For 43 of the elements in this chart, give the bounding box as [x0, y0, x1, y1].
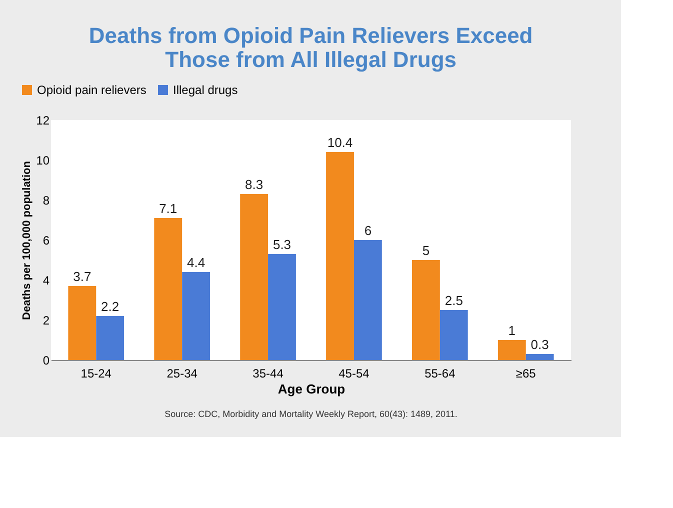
bar [440, 310, 468, 360]
y-tick-label: 8 [42, 194, 50, 208]
y-axis-title: Deaths per 100,000 population [21, 160, 34, 320]
bar [412, 260, 440, 360]
data-label: 6 [364, 223, 372, 238]
chart-title: Deaths from Opioid Pain Relievers Exceed Those from All Illegal Drugs [88, 23, 533, 72]
data-label: 5 [422, 243, 430, 258]
y-tick-label: 2 [42, 314, 50, 328]
x-axis-title: Age Group [278, 382, 346, 396]
bar [68, 286, 96, 360]
bar [154, 218, 182, 360]
bar [354, 240, 382, 360]
data-label: 1 [508, 323, 516, 338]
x-tick-label: 15-24 [80, 366, 112, 380]
source-note: Source: CDC, Morbidity and Mortality Weekly Report, 60(43): 1489, 2011. [164, 409, 458, 419]
data-label: 0.3 [530, 337, 549, 352]
data-label: 2.2 [101, 299, 120, 314]
y-tick-label: 10 [36, 154, 50, 168]
data-label: 8.3 [245, 177, 264, 192]
bar [182, 272, 210, 360]
y-tick-label: 4 [42, 274, 50, 288]
bar [240, 194, 268, 360]
x-tick-label: ≥65 [516, 366, 536, 380]
bar [526, 354, 554, 360]
x-tick-label: 45-54 [338, 366, 370, 380]
x-tick-label: 25-34 [166, 366, 198, 380]
data-label: 3.7 [73, 269, 92, 284]
data-label: 7.1 [159, 201, 178, 216]
data-label: 5.3 [272, 237, 292, 252]
bar [498, 340, 526, 360]
bar [326, 152, 354, 360]
y-tick-label: 12 [36, 114, 50, 128]
legend-label: Opioid pain relievers [37, 83, 146, 97]
legend-label: Illegal drugs [173, 83, 238, 97]
data-label: 4.4 [187, 255, 206, 270]
bar [268, 254, 296, 360]
y-tick-label: 6 [42, 234, 50, 248]
x-tick-label: 55-64 [424, 366, 456, 380]
data-label: 10.4 [327, 135, 353, 150]
y-tick-label: 0 [42, 354, 50, 368]
bar [96, 316, 124, 360]
data-label: 2.5 [444, 293, 463, 308]
x-tick-label: 35-44 [252, 366, 284, 380]
